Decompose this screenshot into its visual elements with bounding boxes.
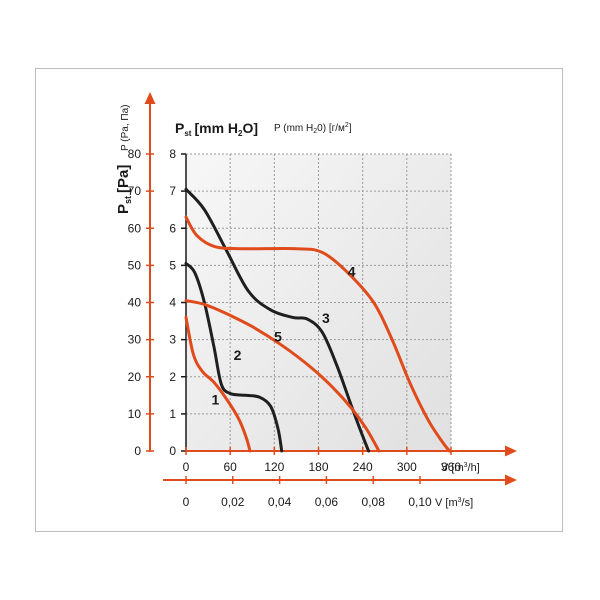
x2-tick-label: 0,06	[315, 495, 339, 509]
x-tick-label: 60	[223, 460, 237, 474]
pa-tick-label: 50	[128, 258, 142, 272]
mm-tick-label: 8	[169, 147, 176, 161]
x-tick-label: 180	[308, 460, 328, 474]
curve-1	[184, 315, 252, 453]
x-tick-label: 120	[264, 460, 284, 474]
curve-label-3: 3	[322, 310, 330, 326]
x2-tick-label: 0	[183, 495, 190, 509]
pa-tick-label: 60	[128, 221, 142, 235]
pa-tick-label: 30	[128, 333, 142, 347]
curve-4	[184, 215, 451, 453]
x2-axis-title: V [m3/s]	[435, 497, 473, 509]
mm-tick-label: 0	[169, 444, 176, 458]
mm-axis-subtitle: P (mm H20) [г/м2]	[274, 122, 352, 135]
x2-axis-arrow-icon	[505, 474, 517, 486]
pa-tick-label: 10	[128, 407, 142, 421]
pa-axis-arrow-icon	[144, 92, 156, 104]
mm-tick-label: 2	[169, 370, 176, 384]
pa-tick-label: 20	[128, 370, 142, 384]
curve-label-2: 2	[234, 347, 242, 363]
curve-2	[184, 262, 284, 453]
grid-lines	[186, 153, 452, 451]
curve-5	[184, 299, 381, 453]
pa-tick-label: 80	[128, 147, 142, 161]
x-tick-label: 0	[183, 460, 190, 474]
x-tick-label: 360	[441, 460, 461, 474]
pa-tick-label: 0	[134, 444, 141, 458]
x2-tick-label: 0,10	[408, 495, 432, 509]
tick-marks	[146, 153, 452, 484]
x-axis-arrow-icon	[505, 445, 517, 457]
curve-labels: 1 2 3 4 5	[212, 264, 356, 408]
mm-tick-label: 5	[169, 258, 176, 272]
x-tick-label: 300	[397, 460, 417, 474]
mm-tick-label: 7	[169, 184, 176, 198]
mm-tick-label: 1	[169, 407, 176, 421]
x2-tick-label: 0,08	[362, 495, 386, 509]
curves	[184, 187, 451, 453]
pa-tick-label: 70	[128, 184, 142, 198]
x-tick-label: 240	[353, 460, 373, 474]
x2-tick-label: 0,04	[268, 495, 292, 509]
pa-axis-title: Pst[Pa]	[115, 165, 133, 214]
curve-label-5: 5	[274, 328, 282, 344]
mm-tick-label: 3	[169, 333, 176, 347]
pa-tick-label: 40	[128, 296, 142, 310]
curve-label-1: 1	[212, 392, 220, 408]
x-axis-title: V [m3/h]	[441, 462, 480, 474]
mm-tick-label: 4	[169, 296, 176, 310]
curve-label-4: 4	[348, 264, 356, 280]
x2-tick-label: 0,02	[221, 495, 245, 509]
pa-axis-caption: P (Pa, Па)	[120, 105, 131, 151]
mm-axis-title: Pst [mm H2O]	[175, 120, 258, 138]
mm-tick-label: 6	[169, 221, 176, 235]
